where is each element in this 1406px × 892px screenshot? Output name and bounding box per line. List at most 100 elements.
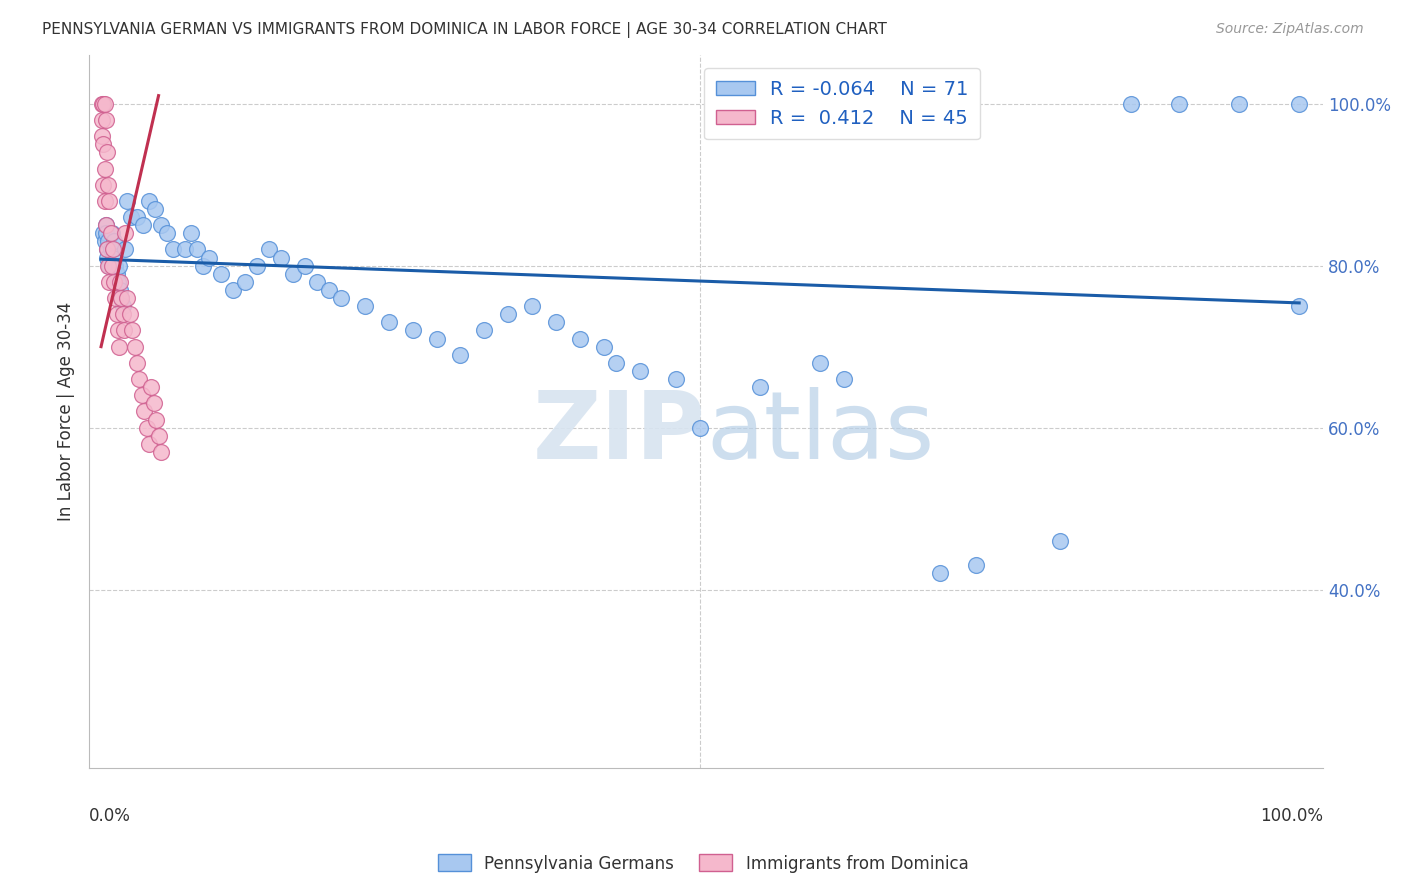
Point (305, 275, 328, 289)
Point (94, 218, 117, 232)
Point (110, 283, 132, 297)
Point (100, 227, 122, 241)
Point (498, 307, 520, 321)
Point (101, 227, 124, 241)
Point (91, 129, 114, 144)
Point (145, 412, 167, 426)
Point (474, 323, 496, 337)
Point (425, 332, 447, 346)
Point (98, 275, 121, 289)
Point (450, 348, 472, 362)
Point (110, 291, 132, 305)
Point (107, 323, 129, 337)
Point (135, 420, 157, 434)
Point (143, 202, 166, 216)
Point (108, 340, 131, 354)
Point (114, 243, 136, 257)
Point (246, 259, 269, 273)
Point (93, 96, 115, 111)
Point (149, 218, 172, 232)
Point (1168, 96, 1191, 111)
Point (93, 178, 115, 192)
Point (191, 259, 214, 273)
Point (174, 243, 197, 257)
Point (156, 227, 179, 241)
Point (1121, 96, 1143, 111)
Point (91, 96, 114, 111)
Point (1049, 533, 1071, 548)
Point (198, 251, 221, 265)
Point (93, 161, 115, 176)
Point (96, 145, 118, 160)
Point (569, 332, 592, 346)
Point (110, 275, 132, 289)
Point (281, 267, 304, 281)
Point (94, 112, 117, 127)
Point (97, 259, 120, 273)
Point (103, 235, 125, 249)
Point (110, 291, 132, 305)
Point (124, 340, 146, 354)
Point (97, 235, 120, 249)
Point (117, 291, 139, 305)
Point (104, 259, 127, 273)
Point (98, 259, 121, 273)
Point (118, 307, 141, 321)
Point (222, 283, 245, 297)
Point (132, 218, 155, 232)
Point (128, 372, 150, 386)
Point (546, 315, 568, 329)
Point (93, 227, 115, 241)
Point (125, 210, 148, 224)
Point (108, 259, 131, 273)
Point (138, 194, 160, 208)
Text: Source: ZipAtlas.com: Source: ZipAtlas.com (1216, 22, 1364, 37)
Point (605, 356, 627, 370)
Point (101, 259, 124, 273)
Y-axis label: In Labor Force | Age 30-34: In Labor Force | Age 30-34 (58, 301, 75, 521)
Text: 0.0%: 0.0% (89, 807, 131, 825)
Point (141, 380, 163, 394)
Point (120, 210, 142, 224)
Point (104, 291, 127, 305)
Point (93, 137, 115, 152)
Point (1227, 96, 1250, 111)
Point (138, 437, 160, 451)
Point (1288, 299, 1310, 313)
Point (186, 243, 208, 257)
Point (965, 558, 987, 573)
Point (96, 243, 118, 257)
Point (96, 243, 118, 257)
Point (114, 227, 136, 241)
Legend: R = -0.064    N = 71, R =  0.412    N = 45: R = -0.064 N = 71, R = 0.412 N = 45 (704, 69, 980, 139)
Point (749, 380, 772, 394)
Point (94, 218, 117, 232)
Point (121, 323, 143, 337)
Point (257, 243, 280, 257)
Point (103, 275, 125, 289)
Text: PENNSYLVANIA GERMAN VS IMMIGRANTS FROM DOMINICA IN LABOR FORCE | AGE 30-34 CORRE: PENNSYLVANIA GERMAN VS IMMIGRANTS FROM D… (42, 22, 887, 38)
Point (665, 372, 688, 386)
Point (96, 251, 118, 265)
Point (628, 364, 651, 378)
Point (318, 283, 340, 297)
Point (93, 96, 115, 111)
Point (91, 112, 114, 127)
Point (162, 243, 184, 257)
Point (117, 194, 139, 208)
Point (111, 307, 134, 321)
Point (329, 291, 352, 305)
Point (93, 194, 115, 208)
Point (689, 420, 711, 434)
Text: ZIP: ZIP (533, 387, 706, 479)
Point (112, 323, 135, 337)
Point (353, 299, 375, 313)
Point (125, 356, 148, 370)
Point (928, 566, 950, 581)
Text: atlas: atlas (706, 387, 935, 479)
Point (593, 340, 616, 354)
Point (832, 372, 855, 386)
Point (134, 404, 156, 418)
Point (180, 227, 202, 241)
Point (148, 428, 170, 442)
